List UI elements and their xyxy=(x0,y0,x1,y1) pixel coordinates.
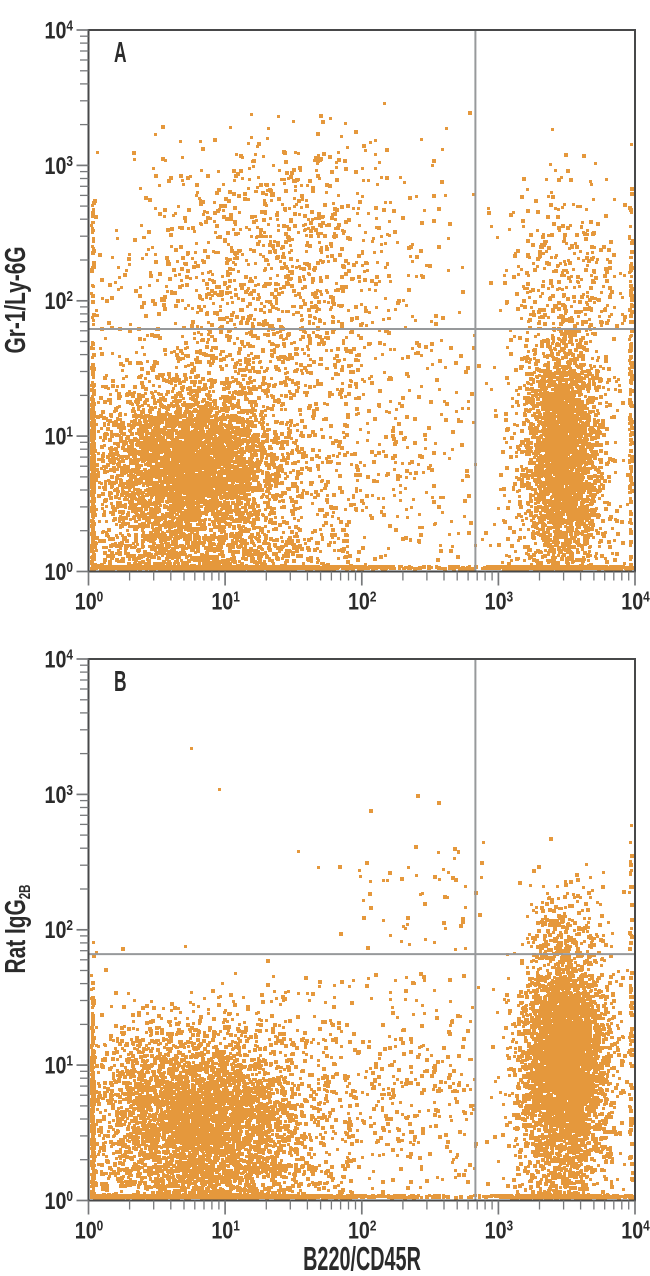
svg-text:B220/CD45R: B220/CD45R xyxy=(303,1240,421,1276)
svg-text:100: 100 xyxy=(45,1187,73,1214)
svg-text:B: B xyxy=(114,666,127,699)
svg-text:A: A xyxy=(114,37,127,70)
svg-text:103: 103 xyxy=(485,1217,513,1244)
svg-text:Gr-1/Ly-6G: Gr-1/Ly-6G xyxy=(0,246,32,353)
svg-text:Rat IgG2B: Rat IgG2B xyxy=(0,885,33,974)
